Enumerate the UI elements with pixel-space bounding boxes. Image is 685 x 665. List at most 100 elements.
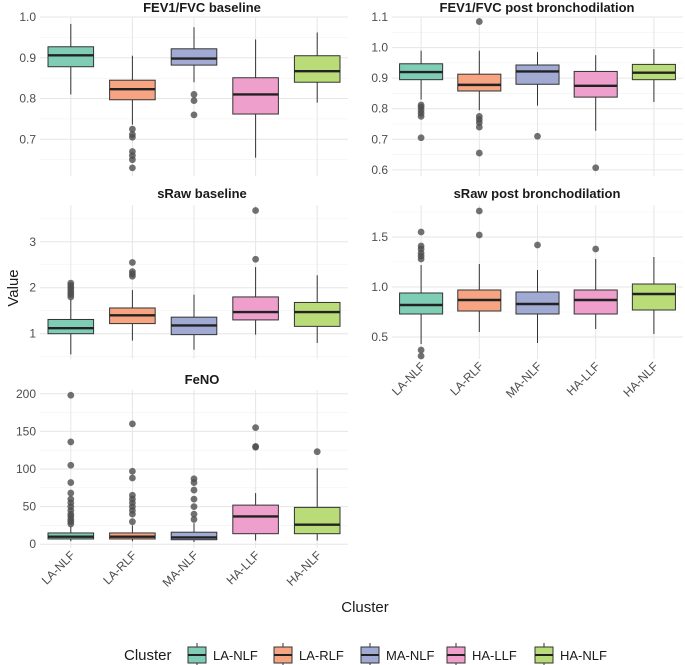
box-MA-NLF [170, 294, 218, 350]
box-HA-LLF [232, 424, 279, 541]
outlier-point [190, 111, 198, 119]
outlier-point [129, 259, 136, 266]
box-LA-RLF [457, 207, 502, 332]
y-tick-label: 0.8 [19, 92, 36, 106]
box-MA-NLF [170, 27, 218, 119]
panel-2: 0.6 0.7 0.8 0.9 1.0 1.1 FEV1/FVC post bronchod… [371, 0, 683, 177]
outlier-point [252, 207, 259, 214]
box-LA-NLF [47, 391, 95, 542]
iqr-box [232, 77, 279, 115]
iqr-box [47, 318, 95, 335]
x-tick-label: HA-LLF [564, 359, 603, 398]
legend-label: HA-LLF [472, 648, 517, 663]
outlier-point [313, 448, 321, 456]
box-HA-LLF [573, 245, 618, 329]
box-HA-NLF [293, 32, 341, 103]
iqr-box [293, 506, 341, 535]
x-tick-label: LA-RLF [447, 359, 486, 398]
box-MA-NLF [515, 52, 560, 140]
y-tick-label: 1.0 [19, 10, 36, 24]
outlier-point [129, 268, 136, 276]
legend-item-LA-NLF: LA-NLF [187, 643, 258, 665]
outlier-point [67, 438, 75, 446]
outlier-point [129, 164, 136, 172]
outlier-point [534, 132, 541, 140]
outlier-point [129, 474, 136, 482]
outlier-point [129, 420, 136, 428]
x-axis-title: Cluster [341, 599, 389, 616]
y-tick-label: 0.5 [371, 330, 388, 344]
x-tick-label: LA-NLF [389, 359, 428, 398]
x-tick-label: HA-NLF [620, 359, 661, 400]
y-tick-label: 1 [29, 327, 36, 341]
y-tick-label: 200 [16, 387, 36, 401]
y-axis-title: Value [5, 269, 22, 306]
y-tick-label: 2 [29, 281, 36, 295]
x-tick-label: HA-NLF [284, 548, 325, 589]
y-tick-label: 0.7 [371, 132, 388, 146]
outlier-point [129, 467, 136, 475]
panel-4: 0.5 1.0 1.5 sRaw post bronchodilation LA-NLF… [371, 186, 683, 401]
box-HA-LLF [232, 39, 279, 158]
outlier-point [252, 443, 259, 450]
panel-title: FEV1/FVC post bronchodilation [440, 0, 635, 15]
box-HA-NLF [631, 257, 676, 334]
outlier-point [417, 346, 425, 354]
outlier-point [190, 503, 198, 511]
outlier-point [534, 241, 541, 249]
outlier-point [67, 279, 75, 287]
iqr-box [573, 289, 618, 315]
legend-item-HA-LLF: HA-LLF [446, 643, 517, 665]
panel-title: sRaw baseline [157, 186, 247, 201]
legend-title: Cluster [124, 647, 172, 664]
outlier-point [475, 123, 483, 131]
y-tick-label: 3 [29, 235, 36, 249]
panel-title: sRaw post bronchodilation [454, 186, 621, 201]
iqr-box [631, 283, 676, 311]
iqr-box [515, 64, 560, 85]
x-tick-label: MA-NLF [160, 548, 201, 589]
y-tick-label: 0.9 [371, 71, 388, 85]
iqr-box [232, 504, 279, 535]
outlier-point [190, 495, 198, 503]
outlier-point [417, 242, 425, 250]
outlier-point [67, 489, 75, 497]
outlier-point [417, 134, 425, 142]
iqr-box [47, 46, 95, 68]
box-MA-NLF [515, 241, 560, 343]
iqr-box [457, 73, 502, 92]
outlier-point [67, 495, 75, 503]
y-tick-label: 1.0 [371, 41, 388, 55]
box-LA-NLF [399, 228, 444, 360]
x-tick-label: LA-NLF [39, 548, 78, 587]
outlier-point [417, 112, 425, 120]
y-tick-label: 0.9 [19, 51, 36, 65]
x-tick-label: HA-LLF [224, 548, 263, 587]
outlier-point [475, 18, 483, 25]
box-LA-NLF [399, 50, 444, 142]
legend-label: LA-RLF [299, 648, 344, 663]
iqr-box [293, 55, 341, 83]
outlier-point [67, 461, 75, 469]
y-tick-label: 50 [23, 500, 37, 514]
box-HA-NLF [293, 275, 341, 343]
outlier-point [129, 133, 136, 141]
outlier-point [252, 255, 259, 263]
outlier-point [190, 475, 198, 483]
y-tick-label: 0.7 [19, 132, 36, 146]
y-tick-label: 1.5 [371, 230, 388, 244]
box-HA-NLF [631, 49, 676, 103]
y-tick-label: 0.8 [371, 102, 388, 116]
legend-item-LA-RLF: LA-RLF [273, 643, 344, 665]
box-LA-NLF [47, 23, 95, 95]
outlier-point [67, 479, 75, 486]
legend-label: LA-NLF [213, 648, 258, 663]
panel-5: 0 50 100 150 200 FeNO LA-NLF LA-RLF MA-NLF HA-LLF… [16, 372, 348, 590]
outlier-point [190, 510, 198, 518]
box-HA-NLF [293, 448, 341, 541]
outlier-point [252, 424, 259, 432]
y-tick-label: 150 [16, 424, 36, 438]
y-tick-label: 100 [16, 462, 36, 476]
